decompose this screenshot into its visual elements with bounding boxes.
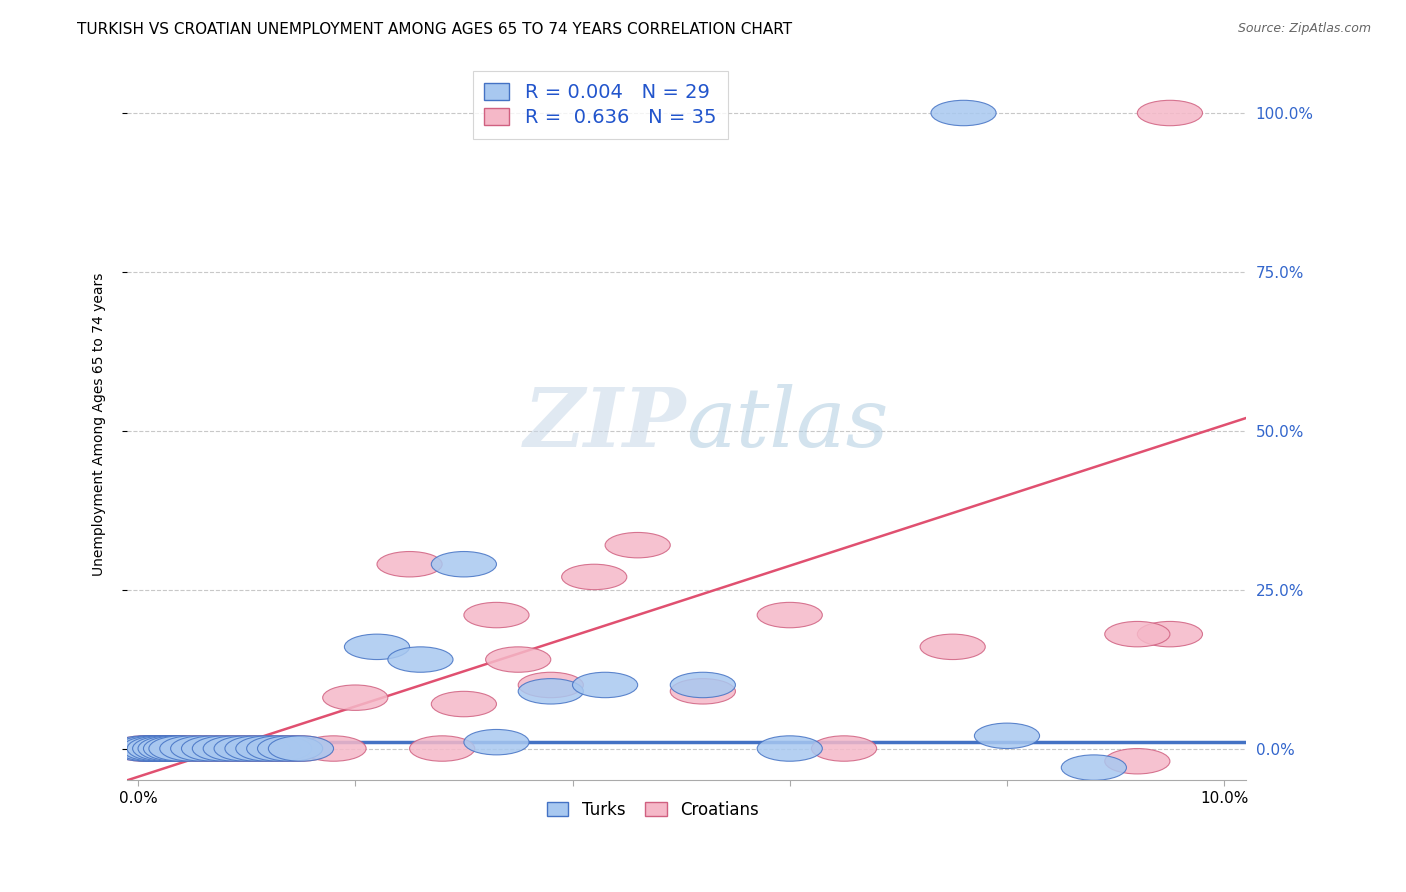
Ellipse shape (236, 736, 301, 761)
Ellipse shape (377, 551, 441, 577)
Ellipse shape (132, 736, 198, 761)
Ellipse shape (388, 647, 453, 673)
Ellipse shape (214, 736, 280, 761)
Ellipse shape (464, 602, 529, 628)
Ellipse shape (138, 736, 204, 761)
Ellipse shape (225, 736, 290, 761)
Ellipse shape (432, 691, 496, 717)
Ellipse shape (181, 736, 246, 761)
Ellipse shape (132, 736, 198, 761)
Ellipse shape (149, 736, 214, 761)
Ellipse shape (920, 634, 986, 659)
Ellipse shape (1062, 755, 1126, 780)
Ellipse shape (811, 736, 876, 761)
Ellipse shape (143, 736, 208, 761)
Text: Source: ZipAtlas.com: Source: ZipAtlas.com (1237, 22, 1371, 36)
Ellipse shape (204, 736, 269, 761)
Ellipse shape (1105, 622, 1170, 647)
Ellipse shape (117, 736, 181, 761)
Ellipse shape (225, 736, 290, 761)
Ellipse shape (257, 736, 323, 761)
Ellipse shape (974, 723, 1039, 748)
Ellipse shape (605, 533, 671, 558)
Ellipse shape (323, 685, 388, 710)
Ellipse shape (301, 736, 366, 761)
Ellipse shape (143, 736, 208, 761)
Ellipse shape (193, 736, 257, 761)
Ellipse shape (122, 736, 187, 761)
Ellipse shape (160, 736, 225, 761)
Ellipse shape (127, 736, 193, 761)
Ellipse shape (519, 673, 583, 698)
Ellipse shape (181, 736, 246, 761)
Ellipse shape (519, 679, 583, 704)
Ellipse shape (246, 736, 312, 761)
Ellipse shape (193, 736, 257, 761)
Ellipse shape (149, 736, 214, 761)
Ellipse shape (170, 736, 236, 761)
Ellipse shape (127, 736, 193, 761)
Ellipse shape (758, 602, 823, 628)
Text: TURKISH VS CROATIAN UNEMPLOYMENT AMONG AGES 65 TO 74 YEARS CORRELATION CHART: TURKISH VS CROATIAN UNEMPLOYMENT AMONG A… (77, 22, 793, 37)
Text: atlas: atlas (686, 384, 889, 465)
Ellipse shape (464, 730, 529, 755)
Ellipse shape (344, 634, 409, 659)
Ellipse shape (432, 551, 496, 577)
Ellipse shape (111, 736, 176, 761)
Ellipse shape (409, 736, 475, 761)
Ellipse shape (236, 736, 301, 761)
Ellipse shape (269, 736, 333, 761)
Ellipse shape (138, 736, 204, 761)
Ellipse shape (1137, 622, 1202, 647)
Ellipse shape (214, 736, 280, 761)
Ellipse shape (572, 673, 638, 698)
Ellipse shape (246, 736, 312, 761)
Ellipse shape (117, 736, 181, 761)
Ellipse shape (122, 736, 187, 761)
Ellipse shape (204, 736, 269, 761)
Ellipse shape (485, 647, 551, 673)
Ellipse shape (1137, 100, 1202, 126)
Ellipse shape (758, 736, 823, 761)
Legend: Turks, Croatians: Turks, Croatians (540, 794, 766, 825)
Ellipse shape (561, 565, 627, 590)
Y-axis label: Unemployment Among Ages 65 to 74 years: Unemployment Among Ages 65 to 74 years (93, 273, 107, 576)
Ellipse shape (160, 736, 225, 761)
Ellipse shape (671, 679, 735, 704)
Ellipse shape (269, 736, 333, 761)
Ellipse shape (257, 736, 323, 761)
Ellipse shape (671, 673, 735, 698)
Ellipse shape (1105, 748, 1170, 774)
Ellipse shape (111, 736, 176, 761)
Ellipse shape (170, 736, 236, 761)
Ellipse shape (931, 100, 995, 126)
Text: ZIP: ZIP (524, 384, 686, 465)
